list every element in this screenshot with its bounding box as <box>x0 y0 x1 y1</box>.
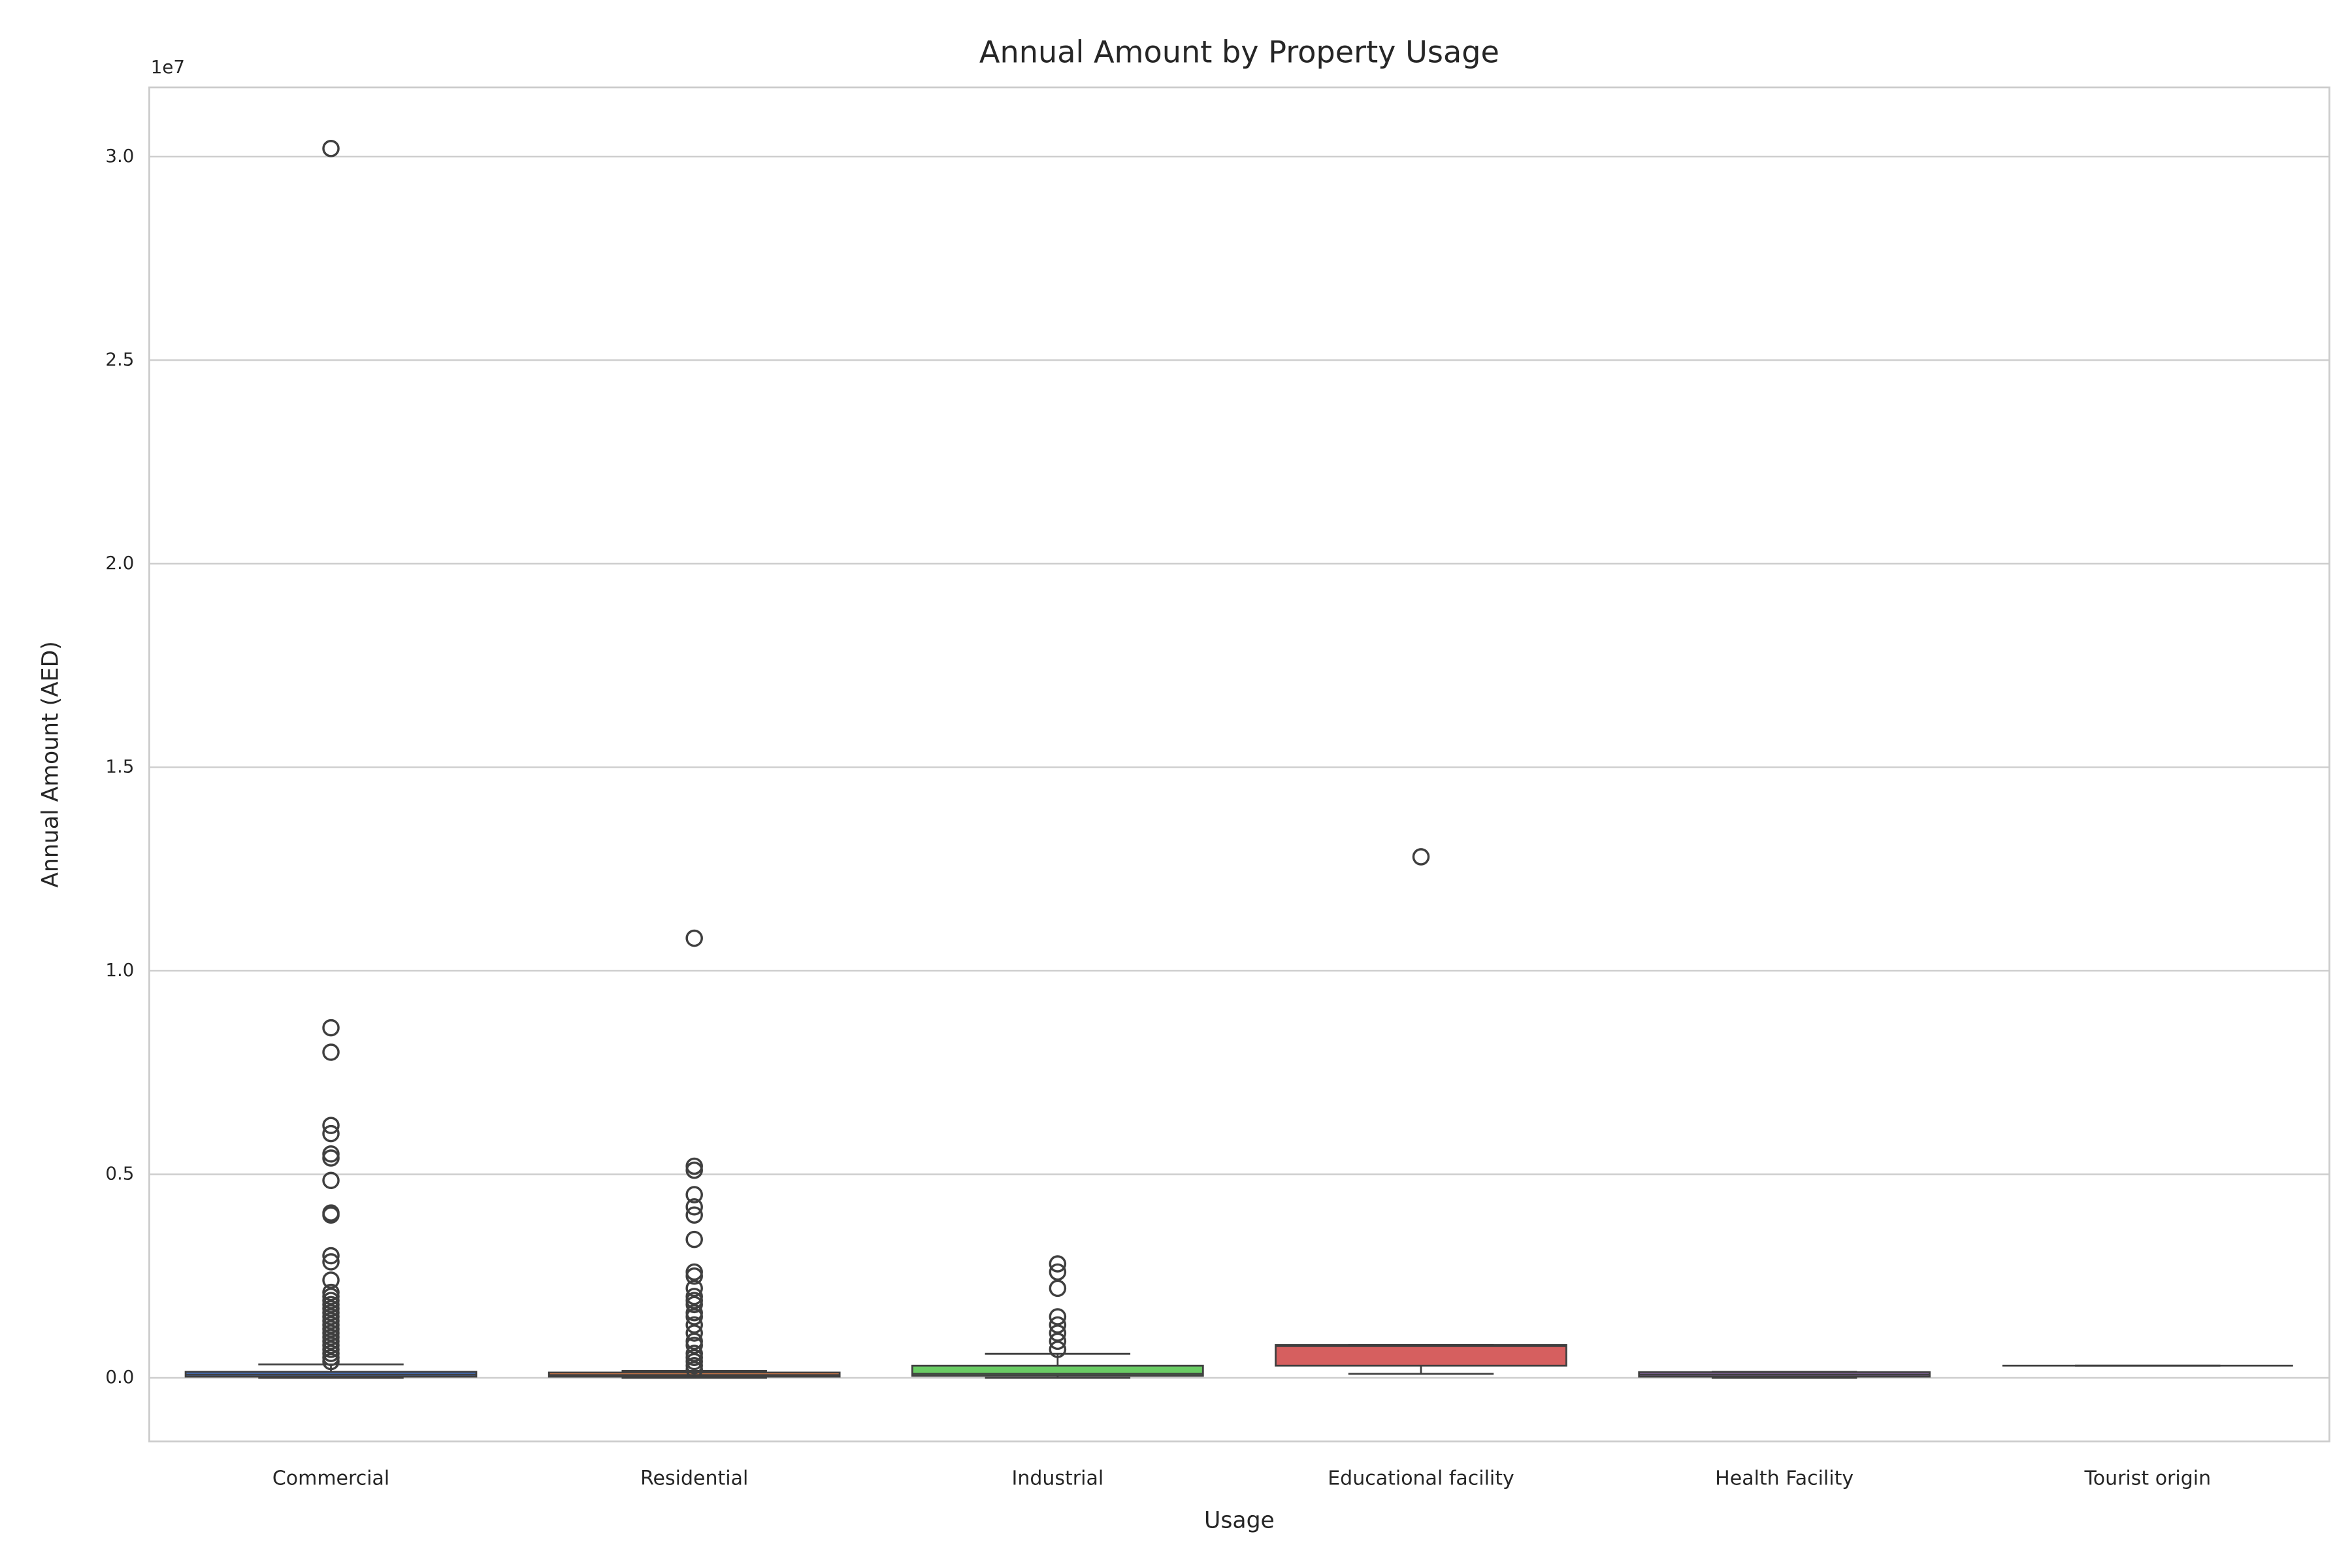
x-tick-label: Health Facility <box>1715 1467 1854 1490</box>
outlier <box>322 1253 340 1271</box>
outlier <box>1049 1332 1067 1350</box>
outlier <box>685 1206 703 1224</box>
outlier <box>322 1019 340 1037</box>
outlier <box>322 1171 340 1190</box>
chart-title: Annual Amount by Property Usage <box>979 35 1499 70</box>
y-tick-label: 0.5 <box>105 1162 134 1184</box>
outlier <box>685 1324 703 1342</box>
outlier <box>685 929 703 947</box>
outlier <box>1049 1255 1067 1273</box>
outlier <box>685 1279 703 1298</box>
y-tick-label: 1.0 <box>105 959 134 981</box>
x-tick-label: Industrial <box>1011 1467 1103 1490</box>
outlier <box>685 1308 703 1326</box>
outlier <box>322 1117 340 1134</box>
y-tick-label: 3.0 <box>105 145 134 167</box>
y-tick-label: 2.0 <box>105 552 134 574</box>
outlier <box>685 1161 703 1179</box>
outlier <box>1412 848 1430 866</box>
outlier <box>322 1247 340 1265</box>
y-tick-label: 0.0 <box>105 1366 134 1388</box>
outlier <box>322 1206 340 1224</box>
outlier <box>322 1043 340 1061</box>
y-tick-label: 2.5 <box>105 348 134 370</box>
outlier <box>1049 1324 1067 1342</box>
outlier <box>1049 1316 1067 1334</box>
outlier <box>1049 1279 1067 1298</box>
outlier <box>322 1149 340 1167</box>
outlier <box>322 140 340 157</box>
outlier <box>685 1336 703 1354</box>
x-tick-label: Commercial <box>272 1467 389 1490</box>
outlier <box>322 1352 340 1371</box>
outlier <box>685 1267 703 1285</box>
x-tick-label: Residential <box>640 1467 748 1490</box>
outlier <box>322 1271 340 1289</box>
x-tick-label: Tourist origin <box>2084 1467 2212 1490</box>
y-offset-label: 1e7 <box>151 56 185 78</box>
outlier <box>1049 1263 1067 1281</box>
outlier <box>1049 1341 1067 1358</box>
outlier <box>685 1361 703 1379</box>
y-axis-label: Annual Amount (AED) <box>37 641 63 888</box>
x-axis-label: Usage <box>1204 1507 1275 1533</box>
outlier <box>322 1124 340 1143</box>
outlier <box>685 1296 703 1314</box>
box <box>1275 1344 1567 1367</box>
outlier <box>1049 1308 1067 1326</box>
outlier <box>685 1316 703 1334</box>
outlier <box>685 1198 703 1216</box>
plot-frame <box>148 86 2330 1443</box>
x-tick-label: Educational facility <box>1328 1467 1514 1490</box>
y-tick-label: 1.5 <box>105 755 134 777</box>
outlier <box>685 1230 703 1249</box>
outlier <box>685 1186 703 1203</box>
